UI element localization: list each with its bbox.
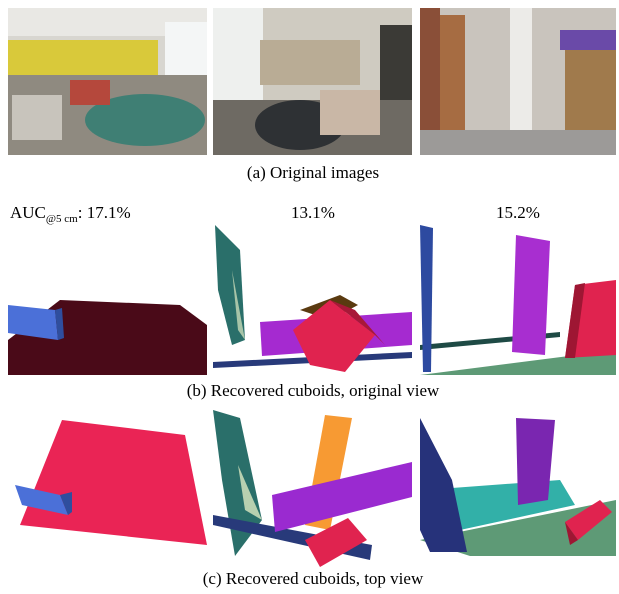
caption-c: (c) Recovered cuboids, top view [203, 569, 424, 588]
score: 13.1% [291, 203, 335, 222]
caption-b: (b) Recovered cuboids, original view [187, 381, 440, 400]
cuboids-original-3 [420, 225, 616, 375]
score: 17.1% [87, 203, 131, 222]
auc-score: AUC@5 cm: 17.1% [10, 203, 131, 225]
score: 15.2% [496, 203, 540, 222]
cuboids-top-2 [213, 410, 412, 567]
auc-label: AUC [10, 203, 46, 222]
image-living-room [213, 8, 412, 155]
cuboids-top-3 [420, 418, 616, 556]
image-classroom [8, 8, 207, 155]
cuboids-original-2 [213, 225, 412, 372]
auc-separator: : [78, 203, 83, 222]
caption-a: (a) Original images [247, 163, 379, 182]
cuboids-original-1 [8, 300, 207, 375]
cuboids-top-1 [15, 420, 207, 545]
auc-subscript: @5 cm [46, 213, 78, 225]
image-bookstore [420, 8, 616, 155]
